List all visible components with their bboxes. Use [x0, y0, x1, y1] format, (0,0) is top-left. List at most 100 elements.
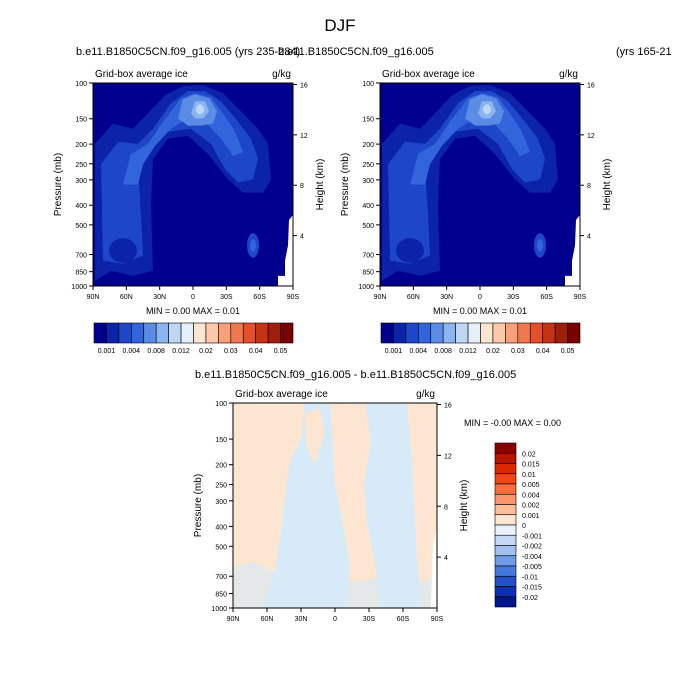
colorbar-label: 0.05	[561, 348, 575, 355]
panel-header-left: b.e11.B1850C5CN.f09_g16.005 - b.e11.B185…	[195, 369, 516, 381]
ice-lower-left	[109, 238, 137, 263]
colorbar-swatch	[494, 586, 517, 598]
y-axis-label: Pressure (mb)	[193, 474, 204, 537]
plot-panel-case2: b.e11.B1850C5CN.f09_g16.005 (yrs 165-21 Gr…	[278, 46, 672, 316]
pressure-tick-label: 200	[362, 142, 374, 149]
pressure-tick-label: 150	[362, 117, 374, 124]
ice-lower-left	[396, 238, 424, 263]
colorbar-label: 0.004	[522, 492, 540, 499]
lat-tick-label: 30N	[153, 294, 166, 301]
colorbar-label: 0.012	[459, 348, 477, 355]
pressure-tick-label: 700	[215, 574, 227, 581]
colorbar-label: 0	[522, 523, 526, 530]
height-tick-label: 16	[300, 82, 308, 89]
lat-tick-label: 60N	[261, 616, 274, 623]
min-max-label: MIN = -0.00 MAX = 0.00	[464, 418, 561, 428]
ice-core-peak	[483, 104, 491, 115]
lat-tick-label: 0	[478, 294, 482, 301]
lat-tick-label: 30S	[507, 294, 520, 301]
colorbar-swatch	[480, 322, 494, 344]
colorbar-label: 0.004	[123, 348, 141, 355]
colorbar-swatch	[418, 322, 432, 344]
colorbar-label: -0.005	[522, 564, 542, 571]
colorbar-swatch	[492, 322, 506, 344]
colorbar-label: 0.04	[536, 348, 550, 355]
pressure-tick-label: 100	[215, 401, 227, 408]
lat-tick-label: 90N	[374, 294, 387, 301]
colorbar-swatch	[494, 534, 517, 546]
colorbar-label: 0.004	[410, 348, 428, 355]
pressure-tick-label: 1000	[71, 284, 87, 291]
colorbar-swatch	[280, 322, 294, 344]
lat-tick-label: 90S	[574, 294, 587, 301]
diff-region-1	[233, 403, 305, 608]
colorbar-swatch	[494, 565, 517, 577]
main-title: DJF	[324, 16, 356, 35]
pressure-tick-label: 150	[215, 437, 227, 444]
y-axis-label-right: Height (km)	[602, 159, 613, 211]
ice-lower-core	[537, 239, 543, 252]
pressure-tick-label: 150	[75, 117, 87, 124]
colorbar-label: 0.008	[147, 348, 165, 355]
colorbar-swatch	[494, 493, 517, 505]
plot-panel-diff: b.e11.B1850C5CN.f09_g16.005 - b.e11.B185…	[193, 369, 561, 623]
pressure-tick-label: 700	[75, 253, 87, 260]
diff-region-2	[329, 403, 381, 608]
colorbar-swatch	[118, 322, 132, 344]
height-tick-label: 16	[444, 403, 452, 410]
diff-noise-band	[233, 561, 437, 608]
pressure-tick-label: 400	[75, 203, 87, 210]
panel-subtitle: Grid-box average ice	[382, 69, 475, 80]
height-tick-label: 12	[300, 133, 308, 140]
colorbar-swatch	[430, 322, 444, 344]
pressure-tick-label: 1000	[211, 606, 227, 613]
colorbar-swatch	[143, 322, 157, 344]
colorbar-label: 0.01	[522, 472, 536, 479]
colorbar-swatch	[467, 322, 481, 344]
colorbar-swatch	[529, 322, 543, 344]
colorbar-label: 0.05	[274, 348, 288, 355]
colorbar-swatch	[255, 322, 269, 344]
colorbar-swatch	[554, 322, 568, 344]
terrain-mask	[430, 526, 437, 608]
pressure-tick-label: 400	[215, 524, 227, 531]
panel-units: g/kg	[559, 69, 578, 80]
plot-panel-case1: b.e11.B1850C5CN.f09_g16.005 (yrs 235-284…	[53, 46, 326, 316]
diff-region-3	[406, 403, 437, 608]
terrain-mask	[565, 214, 580, 286]
lat-tick-label: 0	[191, 294, 195, 301]
panel-header-left: b.e11.B1850C5CN.f09_g16.005	[278, 46, 434, 58]
colorbar-swatch	[494, 514, 517, 526]
panel-header-left: b.e11.B1850C5CN.f09_g16.005 (yrs 235-284…	[76, 46, 300, 58]
colorbar-label: 0.04	[249, 348, 263, 355]
pressure-tick-label: 250	[362, 162, 374, 169]
colorbar-swatch	[494, 524, 517, 536]
lat-tick-label: 90S	[287, 294, 300, 301]
colorbar-swatch	[205, 322, 219, 344]
lat-tick-label: 60S	[540, 294, 553, 301]
colorbar-swatch	[131, 322, 145, 344]
height-tick-label: 12	[444, 453, 452, 460]
diff-region-4	[304, 408, 325, 465]
colorbar-label: 0.001	[385, 348, 403, 355]
colorbar-label: 0.002	[522, 503, 540, 510]
y-axis-label: Pressure (mb)	[340, 153, 351, 216]
ice-lower-core	[250, 239, 256, 252]
colorbar-abs-1: 0.001 0.004 0.008 0.012 0.02 0.03 0.04 0.05	[93, 322, 294, 355]
pressure-tick-label: 1000	[358, 284, 374, 291]
colorbar-label: -0.01	[522, 574, 538, 581]
pressure-tick-label: 200	[215, 463, 227, 470]
colorbar-swatch	[494, 555, 517, 567]
lat-tick-label: 0	[333, 616, 337, 623]
colorbar-diff: 0.02 0.015 0.01 0.005 0.004 0.002 0.001 0 -0.001…	[494, 442, 542, 608]
pressure-tick-label: 850	[362, 270, 374, 277]
colorbar-label: -0.001	[522, 533, 542, 540]
pressure-tick-label: 300	[215, 499, 227, 506]
panel-units: g/kg	[272, 69, 291, 80]
colorbar-label: 0.015	[522, 462, 540, 469]
colorbar-swatch	[155, 322, 169, 344]
colorbar-swatch	[505, 322, 519, 344]
pressure-tick-label: 400	[362, 203, 374, 210]
colorbar-swatch	[242, 322, 256, 344]
